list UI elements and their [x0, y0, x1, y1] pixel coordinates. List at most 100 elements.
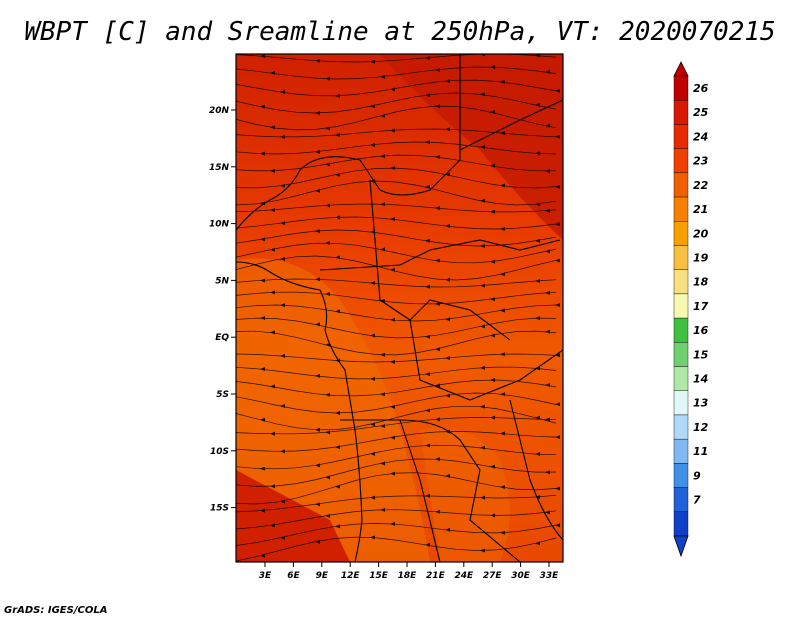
streamline-arrow — [315, 149, 320, 154]
streamline-arrow — [315, 110, 320, 115]
streamline — [236, 472, 557, 505]
x-tick-label: 33E — [540, 571, 560, 581]
colorbar-label: 23 — [693, 155, 709, 168]
y-tick-label: 10N — [209, 220, 230, 230]
streamline-arrow — [280, 535, 285, 540]
streamline-arrow — [435, 205, 440, 210]
streamline-arrow — [280, 183, 285, 188]
streamline-arrow — [555, 258, 560, 263]
streamline-arrow — [380, 74, 385, 79]
streamline-arrow — [425, 93, 430, 98]
streamline-arrow — [445, 317, 450, 322]
streamline-arrow — [500, 530, 505, 535]
streamline — [236, 180, 557, 206]
colorbar-label: 19 — [693, 251, 709, 264]
streamline-arrow — [480, 324, 485, 329]
streamline-arrow — [325, 392, 330, 397]
streamline-arrow — [270, 208, 275, 213]
streamline-arrow — [260, 278, 265, 283]
colorbar-label: 13 — [693, 397, 709, 410]
streamline-arrow — [425, 493, 430, 498]
streamline-arrow — [270, 523, 275, 528]
streamline-arrow — [315, 373, 320, 378]
streamline-arrow — [535, 415, 540, 420]
x-tick-label: 18E — [398, 571, 418, 581]
streamline-arrow — [445, 172, 450, 177]
streamline-arrow — [280, 89, 285, 94]
streamline-arrow — [480, 548, 485, 553]
streamline-arrow — [280, 449, 285, 454]
colorbar-arrow-bottom — [673, 535, 689, 558]
colorbar-label: 22 — [693, 179, 709, 192]
streamline-arrow — [435, 457, 440, 462]
streamline-arrow — [335, 93, 340, 98]
streamline-arrow — [490, 378, 495, 383]
streamline-arrow — [490, 110, 495, 115]
country-borders — [236, 54, 563, 562]
streamline-arrow — [335, 309, 340, 314]
streamline-arrow — [390, 471, 395, 476]
streamline-arrow — [500, 484, 505, 489]
streamline-arrow — [370, 495, 375, 500]
streamline-arrow — [390, 87, 395, 92]
streamline-arrow — [445, 473, 450, 478]
streamline-arrow — [325, 513, 330, 518]
streamline-arrow — [535, 452, 540, 457]
streamline-arrow — [370, 59, 375, 64]
streamline-arrow — [555, 303, 560, 308]
streamline-arrow — [325, 342, 330, 347]
colorbar-label: 24 — [693, 130, 708, 143]
streamline-arrow — [425, 284, 430, 289]
streamline-arrow — [545, 168, 550, 173]
streamline-arrow — [315, 539, 320, 544]
x-tick-label: 27E — [483, 571, 503, 581]
y-tick-label: EQ — [215, 333, 229, 343]
streamline-arrow — [480, 243, 485, 248]
colorbar-arrow-top — [673, 61, 689, 77]
streamline — [236, 128, 557, 138]
streamline-arrow — [380, 154, 385, 159]
streamline-arrow — [315, 427, 320, 432]
streamline — [236, 431, 557, 452]
colorbar-segment — [673, 293, 689, 319]
streamline-arrow — [380, 392, 385, 397]
streamline-arrow — [555, 402, 560, 407]
x-tick-label: 30E — [511, 571, 531, 581]
streamline-arrow — [500, 272, 505, 277]
streamline-arrow — [270, 330, 275, 335]
streamline-arrow — [315, 188, 320, 193]
streamline-arrow — [370, 376, 375, 381]
colorbar-segment — [673, 75, 689, 101]
streamline-arrow — [390, 166, 395, 171]
streamline — [236, 92, 557, 114]
y-tick-label: 15N — [209, 163, 230, 173]
colorbar-segment — [673, 196, 689, 222]
warm-region-north — [380, 54, 563, 240]
streamline-arrow — [555, 353, 560, 358]
streamline-arrow — [445, 79, 450, 84]
colorbar-segment — [673, 438, 689, 464]
streamline-arrow — [315, 277, 320, 282]
streamline-arrow — [370, 280, 375, 285]
streamline-arrow — [380, 202, 385, 207]
streamline-arrow — [260, 104, 265, 109]
streamline-arrow — [480, 495, 485, 500]
streamline-arrow — [260, 508, 265, 513]
streamline-arrow — [260, 316, 265, 321]
streamline-arrow — [335, 215, 340, 220]
streamline-arrow — [325, 241, 330, 246]
streamline-arrow — [380, 507, 385, 512]
streamline-arrow — [480, 445, 485, 450]
streamline-arrow — [280, 221, 285, 226]
streamline-arrow — [380, 423, 385, 428]
streamline-arrow — [280, 499, 285, 504]
colorbar-label: 16 — [693, 324, 709, 337]
streamline-arrow — [445, 393, 450, 398]
streamline — [236, 141, 557, 155]
streamline-arrow — [335, 255, 340, 260]
colorbar-label: 14 — [693, 373, 708, 386]
streamline-arrow — [480, 365, 485, 370]
streamline-arrow — [270, 431, 275, 436]
streamline-arrow — [500, 130, 505, 135]
colorbar-segment — [673, 463, 689, 488]
